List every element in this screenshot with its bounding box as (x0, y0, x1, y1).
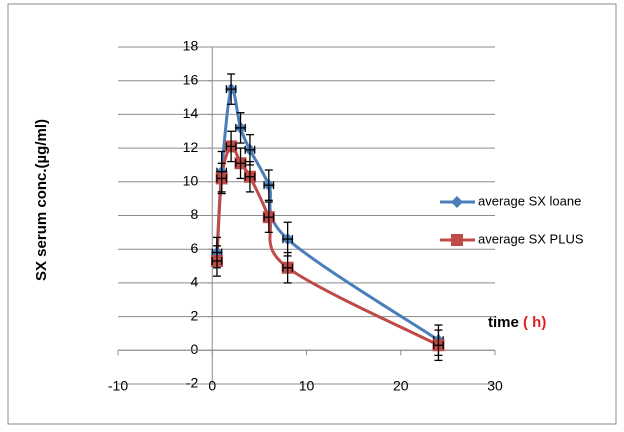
y-tick-label: 6 (190, 240, 198, 256)
x-tick-label: 0 (208, 378, 216, 394)
marker (451, 234, 463, 246)
x-error-bar (211, 256, 223, 265)
x-tick-label: 10 (299, 378, 315, 394)
x-tick-label: 20 (393, 378, 409, 394)
y-tick-label: 16 (183, 71, 199, 87)
x-error-bar (263, 181, 275, 190)
x-error-bar (225, 85, 237, 94)
x-error-bar (225, 142, 237, 151)
x-error-bar (282, 263, 294, 272)
x-error-bar (235, 123, 246, 132)
y-tick-label: -2 (186, 375, 199, 391)
x-error-bar (216, 174, 228, 183)
x-error-bar (282, 235, 294, 244)
chart-frame (7, 3, 617, 425)
legend-label: average SX loane (478, 193, 581, 208)
x-label: time (488, 314, 519, 331)
y-tick-label: 10 (183, 173, 199, 189)
x-error-bar (235, 159, 246, 168)
x-error-bar (263, 213, 275, 222)
y-tick-label: 8 (190, 206, 198, 222)
x-label-unit: ( h) (523, 314, 546, 331)
y-tick-label: 12 (183, 139, 199, 155)
x-axis-title: time ( h) (488, 314, 546, 331)
y-tick-label: 14 (183, 105, 199, 121)
x-tick-label: 30 (487, 378, 503, 394)
x-error-bar (244, 172, 256, 181)
legend-label: average SX PLUS (478, 231, 584, 246)
y-tick-label: 0 (190, 341, 198, 357)
y-tick-label: 2 (190, 307, 198, 323)
x-error-bar (244, 145, 256, 154)
x-tick-label: -10 (108, 378, 128, 394)
x-error-bar (433, 341, 444, 350)
y-axis-title: SX serum conc.(µg/ml) (33, 119, 50, 281)
marker (451, 196, 463, 208)
y-tick-label: 4 (190, 274, 198, 290)
y-tick-label: 18 (183, 38, 199, 54)
